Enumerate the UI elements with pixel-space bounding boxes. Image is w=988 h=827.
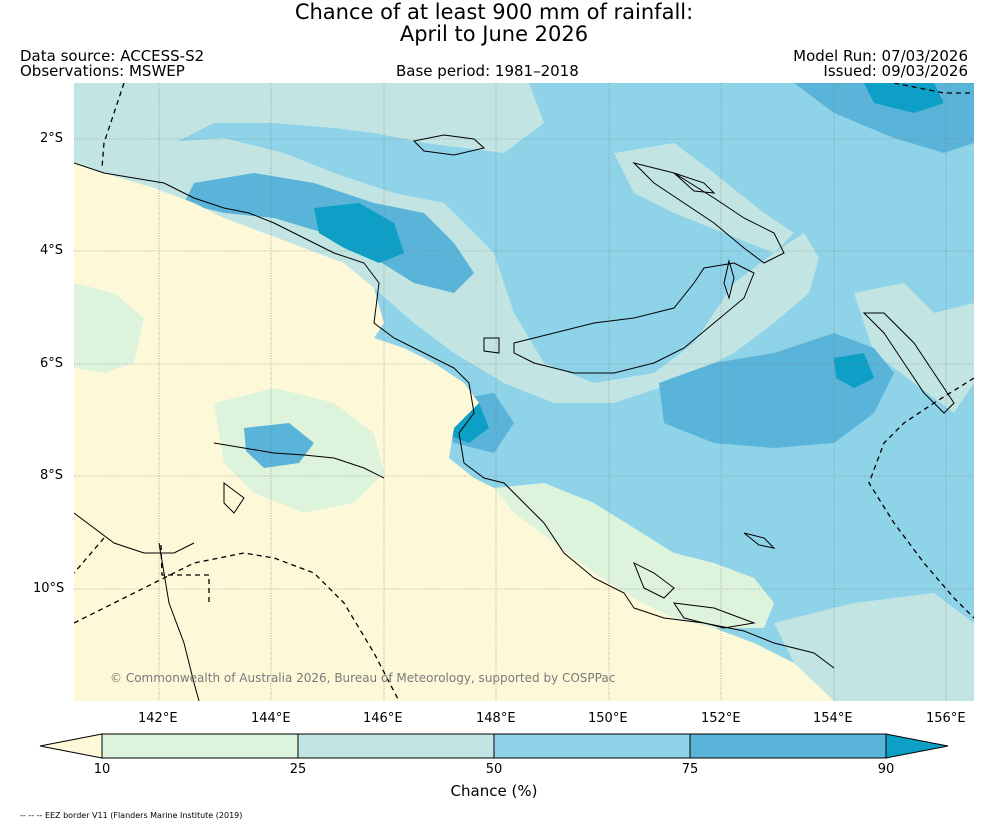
chance-25-50-area-newireland — [614, 143, 794, 253]
colorbar — [39, 733, 949, 759]
chart-title-line2: April to June 2026 — [399, 22, 589, 46]
lon-label-156e: 156°E — [926, 711, 966, 726]
colorbar-segment-above-90 — [885, 733, 949, 759]
colorbar-tick-10: 10 — [93, 762, 111, 777]
chance-below-10-area-mainland — [74, 163, 834, 701]
lon-label-144e: 144°E — [251, 711, 291, 726]
chance-10-25-area-west — [74, 283, 144, 373]
rainfall-probability-map — [74, 83, 974, 701]
observations-label: Observations: MSWEP — [20, 62, 185, 80]
colorbar-segment-10-25 — [101, 733, 299, 759]
issued-label: Issued: 09/03/2026 — [823, 62, 968, 80]
chance-25-50-area-bougainville — [854, 283, 974, 413]
lon-label-142e: 142°E — [138, 711, 178, 726]
lon-label-152e: 152°E — [701, 711, 741, 726]
colorbar-tick-90: 90 — [877, 762, 895, 777]
colorbar-tick-75: 75 — [681, 762, 699, 777]
base-period-label: Base period: 1981–2018 — [396, 62, 579, 80]
chance-10-25-area-southeast — [494, 483, 774, 628]
eez-borders — [74, 83, 974, 701]
chance-above-90-area-west — [314, 203, 404, 263]
graticule — [74, 83, 974, 701]
lon-label-146e: 146°E — [363, 711, 403, 726]
lat-label-2s: 2°S — [40, 131, 64, 146]
eez-footnote: -- -- -- EEZ border V11 (Flanders Marine… — [20, 811, 243, 820]
chart-title-line1: Chance of at least 900 mm of rainfall: — [294, 0, 694, 24]
lat-label-6s: 6°S — [40, 356, 64, 371]
lon-label-154e: 154°E — [813, 711, 853, 726]
colorbar-tick-25: 25 — [289, 762, 307, 777]
coastlines — [74, 134, 955, 701]
lat-label-10s: 10°S — [33, 581, 65, 596]
colorbar-segment-25-50 — [297, 733, 495, 759]
colorbar-tick-50: 50 — [485, 762, 503, 777]
chance-25-50-area-north — [74, 83, 544, 178]
lat-label-8s: 8°S — [40, 468, 64, 483]
colorbar-segment-50-75 — [493, 733, 691, 759]
colorbar-segment-75-90 — [689, 733, 887, 759]
model-run-label: Model Run: 07/03/2026 — [793, 47, 968, 65]
lon-label-150e: 150°E — [588, 711, 628, 726]
data-source-label: Data source: ACCESS-S2 — [20, 47, 205, 65]
colorbar-segment-below-10 — [39, 733, 103, 759]
chance-above-90-area-north — [864, 83, 944, 113]
chance-75-90-area-lake — [244, 423, 314, 468]
chance-above-90-area-east — [834, 353, 874, 388]
colorbar-title: Chance (%) — [450, 782, 538, 800]
copyright-credit: © Commonwealth of Australia 2026, Bureau… — [110, 671, 616, 685]
lat-label-4s: 4°S — [40, 243, 64, 258]
chance-25-50-area-coralsea — [774, 593, 974, 701]
lon-label-148e: 148°E — [476, 711, 516, 726]
